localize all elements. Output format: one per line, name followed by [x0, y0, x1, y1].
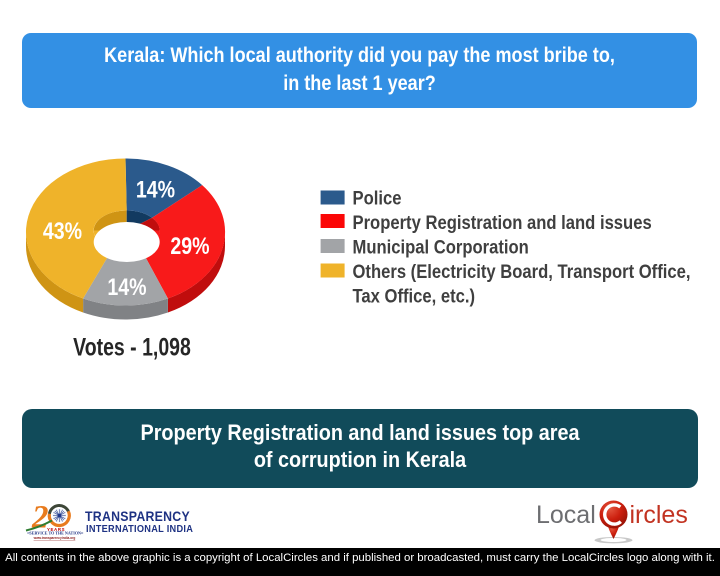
svg-text:Local: Local [536, 501, 596, 529]
svg-text:≈SERVICE TO THE NATION≈: ≈SERVICE TO THE NATION≈ [27, 531, 84, 536]
svg-text:14%: 14% [136, 175, 175, 203]
svg-text:Property Registration and land: Property Registration and land issues [353, 212, 652, 233]
svg-text:2: 2 [31, 500, 49, 536]
svg-text:www.transparencyindia.org: www.transparencyindia.org [33, 536, 76, 540]
svg-text:14%: 14% [107, 273, 146, 301]
svg-text:29%: 29% [170, 232, 209, 260]
svg-text:Others (Electricity Board, Tra: Others (Electricity Board, Transport Off… [353, 261, 691, 282]
svg-text:ircles: ircles [630, 501, 688, 529]
svg-text:43%: 43% [43, 217, 82, 245]
svg-text:YEARS: YEARS [47, 527, 65, 532]
svg-text:Municipal Corporation: Municipal Corporation [353, 236, 529, 257]
svg-text:Votes - 1,098: Votes - 1,098 [73, 333, 191, 361]
svg-text:Tax Office, etc.): Tax Office, etc.) [353, 285, 476, 306]
svg-text:Police: Police [353, 187, 402, 208]
